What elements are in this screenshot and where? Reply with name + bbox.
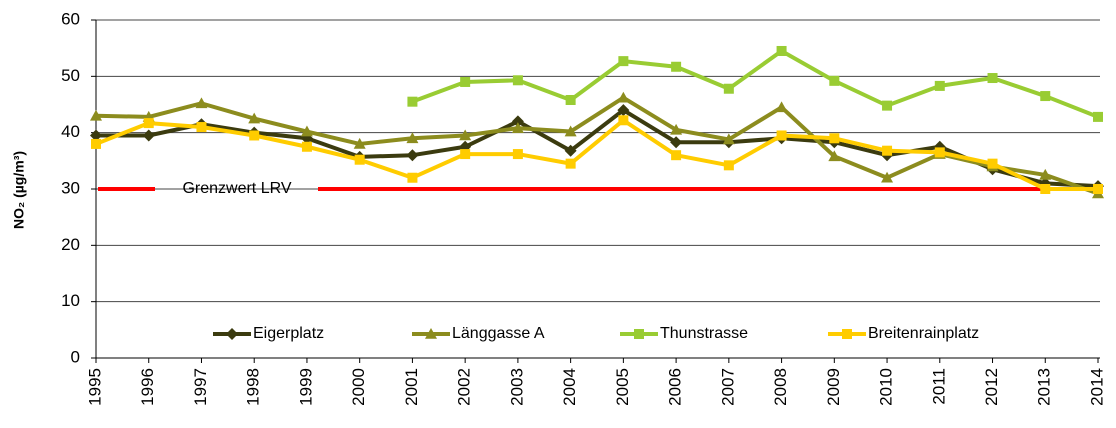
series-line <box>95 118 1098 191</box>
data-point <box>511 115 524 128</box>
y-tick-label: 60 <box>61 9 80 28</box>
data-point <box>617 104 630 117</box>
data-point <box>512 149 523 160</box>
data-point <box>196 122 207 133</box>
data-point <box>565 94 576 105</box>
x-tick-label: 2013 <box>1035 368 1054 406</box>
x-tick-label: 2008 <box>771 368 790 406</box>
y-tick-label: 50 <box>61 66 80 85</box>
data-point <box>511 122 524 133</box>
data-point <box>301 141 312 152</box>
series-line <box>411 48 1099 119</box>
data-point <box>91 138 101 149</box>
data-point <box>617 91 630 103</box>
x-tick-label: 2007 <box>718 368 737 406</box>
data-point <box>565 158 576 169</box>
legend-label: Thunstrasse <box>660 325 748 342</box>
data-point <box>406 132 419 144</box>
data-point <box>934 147 945 158</box>
x-tick-label: 2010 <box>877 368 896 406</box>
x-tick-label: 2000 <box>349 368 368 406</box>
data-point <box>829 75 840 86</box>
data-point <box>618 115 629 126</box>
data-point <box>90 129 102 142</box>
data-point <box>1040 184 1051 194</box>
data-point <box>987 73 998 84</box>
legend-label: Breitenrainplatz <box>868 325 979 342</box>
data-point <box>618 56 629 67</box>
legend-marker <box>226 328 238 340</box>
x-tick-label: 1996 <box>138 368 157 406</box>
y-axis-label: NO₂ (µg/m³) <box>11 151 27 229</box>
data-point <box>828 150 841 162</box>
data-point <box>512 75 523 86</box>
data-point <box>670 123 683 135</box>
data-point <box>406 149 419 162</box>
data-point <box>1093 184 1103 194</box>
data-point <box>460 76 471 87</box>
data-point <box>776 130 787 141</box>
data-point <box>459 129 472 141</box>
data-point <box>882 100 893 111</box>
data-point <box>407 172 418 183</box>
x-tick-label: 1998 <box>244 368 263 406</box>
data-point <box>776 45 787 56</box>
data-point <box>723 83 734 94</box>
data-point <box>460 149 471 160</box>
data-point <box>248 112 261 124</box>
data-point <box>353 137 366 149</box>
y-tick-label: 30 <box>61 178 80 197</box>
y-tick-label: 40 <box>61 122 80 141</box>
data-point <box>723 160 734 171</box>
data-point <box>90 109 102 121</box>
data-point <box>671 61 682 72</box>
x-tick-label: 1995 <box>85 368 104 406</box>
x-tick-label: 2006 <box>666 368 685 406</box>
data-point <box>775 101 788 113</box>
data-point <box>1093 111 1103 122</box>
series-line <box>95 95 1099 196</box>
x-tick-label: 1999 <box>296 368 315 406</box>
legend-label: Eigerplatz <box>253 325 324 342</box>
x-tick-label: 2011 <box>929 368 948 405</box>
data-point <box>829 133 840 144</box>
data-point <box>143 118 154 129</box>
x-tick-label: 2004 <box>560 368 579 406</box>
data-point <box>249 130 260 141</box>
data-point <box>671 150 682 161</box>
y-tick-label: 0 <box>71 347 80 366</box>
data-point <box>670 136 683 149</box>
data-point <box>1039 168 1052 180</box>
legend-marker <box>634 329 644 339</box>
x-tick-label: 2005 <box>613 368 632 406</box>
y-tick-label: 20 <box>61 235 80 254</box>
data-point <box>934 80 945 91</box>
data-point <box>564 144 577 157</box>
x-tick-label: 2003 <box>507 368 526 406</box>
data-point <box>142 129 155 142</box>
series-line <box>96 108 1099 189</box>
x-tick-label: 1997 <box>191 368 210 406</box>
legend-label: Länggasse A <box>452 325 545 342</box>
x-tick-label: 2001 <box>402 368 421 406</box>
data-point <box>881 171 894 183</box>
data-point <box>987 158 998 169</box>
legend-marker <box>842 329 852 339</box>
x-tick-label: 2002 <box>455 368 474 406</box>
x-tick-label: 2012 <box>982 368 1001 406</box>
data-point <box>722 133 735 145</box>
data-point <box>564 125 577 137</box>
y-tick-label: 10 <box>61 291 80 310</box>
legend-marker <box>425 328 437 339</box>
threshold-label: Grenzwert LRV <box>182 180 291 197</box>
data-point <box>882 145 893 156</box>
x-tick-label: 2014 <box>1087 368 1106 406</box>
data-point <box>1040 91 1051 102</box>
data-point <box>195 97 208 109</box>
x-tick-label: 2009 <box>824 368 843 406</box>
data-point <box>300 125 313 137</box>
data-point <box>354 154 365 165</box>
data-point <box>407 96 418 107</box>
